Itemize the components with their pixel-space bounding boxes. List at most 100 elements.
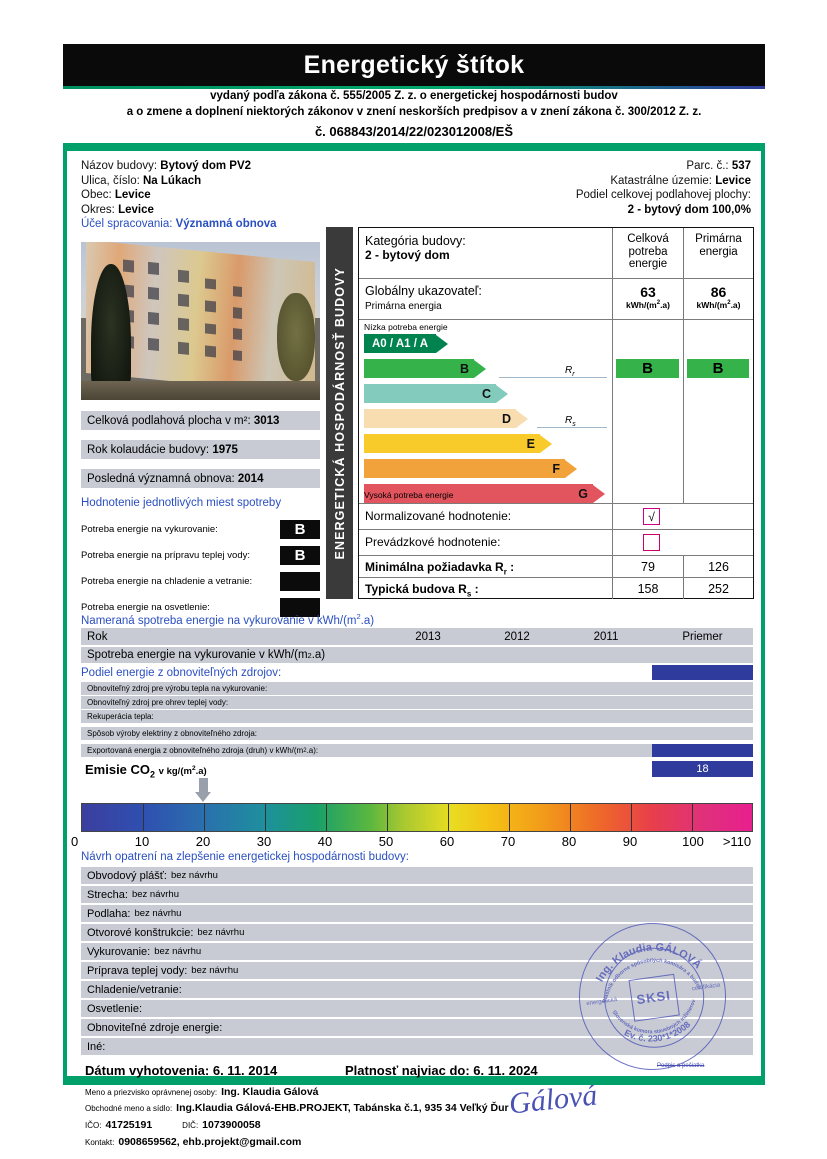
category-value: 2 - bytový dom	[365, 248, 450, 262]
certifier-dic-label: DIČ:	[182, 1121, 199, 1130]
energy-bar-c: C	[364, 384, 508, 403]
approval-year-row: Rok kolaudácie budovy: 1975	[81, 440, 320, 459]
renewable-row-recuperation: Rekuperácia tepla:	[81, 710, 753, 723]
scale-tick-100: 100	[682, 834, 704, 849]
measure-key-other: Iné:	[87, 1040, 106, 1053]
building-photo	[81, 242, 320, 400]
building-name-value: Bytový dom PV2	[160, 160, 252, 172]
scale-tick-110: >110	[722, 834, 752, 849]
measure-key-openings: Otvorové konštrukcie:	[87, 926, 194, 939]
street-row: Ulica, číslo: Na Lúkach	[81, 174, 381, 189]
renewable-row-electricity: Spôsob výroby elektriny z obnoviteľného …	[81, 727, 753, 740]
column-header-total: Celková potreba energie	[612, 228, 683, 278]
share-label-row: Podiel celkovej podlahovej plochy:	[411, 188, 751, 203]
approval-year-value: 1975	[212, 443, 238, 456]
energy-bar-label-e: E	[364, 434, 540, 453]
measure-row-other: Iné:	[81, 1038, 753, 1055]
column-header-primary: Primárna energia	[683, 228, 753, 278]
measure-row-roof: Strecha: bez návrhu	[81, 886, 753, 903]
share-value: 2 - bytový dom 100,0%	[627, 203, 751, 216]
min-requirement-primary: 126	[683, 556, 753, 577]
marker-rr: Rr	[565, 365, 575, 378]
scale-tick-50: 50	[378, 834, 394, 849]
global-indicator-cell: Globálny ukazovateľ: Primárna energia	[359, 279, 612, 319]
co2-value-cell: 18	[652, 761, 753, 777]
purpose-label: Účel spracovania:	[81, 218, 173, 231]
measure-value-openings: bez návrhu	[197, 927, 245, 938]
identity-right: Parc. č.: 537 Katastrálne územie: Levice…	[411, 159, 751, 217]
measure-key-envelope: Obvodový plášť:	[87, 869, 167, 882]
total-energy-unit: kWh/(m2.a)	[626, 300, 670, 310]
measure-key-heating: Vykurovanie:	[87, 945, 151, 958]
identity-block: Názov budovy: Bytový dom PV2 Ulica, čísl…	[81, 159, 753, 239]
certifier-ico-row: IČO: 41725191 DIČ: 1073900058	[85, 1119, 261, 1131]
marker-rs: Rs	[565, 415, 576, 428]
measure-value-hotwater: bez návrhu	[191, 965, 239, 976]
measured-year-2011: 2011	[563, 628, 649, 645]
stamp-curved-text: Ing. Klaudia GÁLOVÁ Vlastník odborne spô…	[590, 934, 705, 1048]
measure-row-floor: Podlaha: bez návrhu	[81, 905, 753, 922]
last-renovation-value: 2014	[237, 472, 264, 485]
measure-row-envelope: Obvodový plášť: bez návrhu	[81, 867, 753, 884]
certifier-company-value: Ing.Klaudia Gálová-EHB.PROJEKT, Tabánska…	[176, 1102, 509, 1114]
floor-area-row: Celková podlahová plocha v m²: 3013	[81, 411, 320, 430]
consumption-row-hotwater: Potreba energie na prípravu teplej vody:…	[81, 545, 320, 566]
vertical-title-band: ENERGETICKÁ HOSPODÁRNOSŤ BUDOVY	[326, 227, 353, 599]
signature-caption: Podpis a pečiatka	[657, 1063, 705, 1069]
total-energy-value: 63	[640, 284, 656, 300]
low-energy-text: Nízka potreba energie	[364, 322, 448, 332]
measure-row-hotwater: Príprava teplej vody: bez návrhu	[81, 962, 753, 979]
grade-badge-heating: B	[280, 520, 320, 539]
scale-tick-80: 80	[561, 834, 577, 849]
energy-bar-label-b: B	[364, 359, 474, 378]
share-value-row: 2 - bytový dom 100,0%	[411, 203, 751, 218]
last-renovation-label: Posledná významná obnova:	[87, 472, 235, 485]
measured-value-2012	[474, 647, 560, 663]
scale-tick-40: 40	[317, 834, 333, 849]
min-requirement-label: Minimálna požiadavka Rr :	[365, 560, 515, 577]
parcel-label: Parc. č.:	[686, 160, 729, 172]
certifier-person-label: Meno a priezvisko oprávnenej osoby:	[85, 1088, 218, 1097]
scale-tick-0: 0	[71, 834, 79, 849]
certifier-contact-label: Kontakt:	[85, 1138, 115, 1147]
measured-title: Nameraná spotreba energie na vykurovanie…	[81, 612, 375, 627]
renewable-share-cell	[652, 665, 753, 680]
certifier-person-row: Meno a priezvisko oprávnenej osoby: Ing.…	[85, 1086, 319, 1098]
page-title-banner: Energetický štítok	[63, 44, 765, 86]
vertical-title-text: ENERGETICKÁ HOSPODÁRNOSŤ BUDOVY	[332, 266, 347, 560]
primary-energy-unit: kWh/(m2.a)	[696, 300, 741, 310]
measure-value-floor: bez návrhu	[134, 908, 182, 919]
municipality-value: Levice	[114, 189, 151, 202]
cadastral-label: Katastrálne územie:	[610, 174, 712, 187]
consumption-label-hotwater: Potreba energie na prípravu teplej vody:	[81, 550, 250, 561]
energy-bar-e: E	[364, 434, 552, 453]
category-cell: Kategória budovy: 2 - bytový dom	[359, 228, 612, 278]
measure-value-roof: bez návrhu	[131, 889, 179, 900]
high-energy-text: Vysoká potreba energie	[364, 490, 454, 500]
co2-color-scale	[81, 803, 753, 832]
energy-bar-label-c: C	[364, 384, 496, 403]
primary-energy-value: 86	[710, 284, 727, 300]
approval-year-label: Rok kolaudácie budovy:	[87, 443, 210, 456]
measured-value-2013	[385, 647, 471, 663]
measure-value-envelope: bez návrhu	[170, 870, 218, 881]
consumption-label-heating: Potreba energie na vykurovanie:	[81, 524, 218, 535]
footer-rule	[63, 1080, 765, 1085]
scale-tick-20: 20	[195, 834, 211, 849]
issue-date: Dátum vyhotovenia: 6. 11. 2014	[85, 1063, 278, 1078]
street-value: Na Lúkach	[143, 174, 202, 187]
measure-key-renewables: Obnoviteľné zdroje energie:	[87, 1021, 223, 1034]
purpose-row: Účel spracovania: Významná obnova	[81, 217, 381, 232]
floor-area-label: Celková podlahová plocha v m²:	[87, 414, 251, 427]
energy-bar-label-f: F	[364, 459, 565, 478]
normalized-checkbox[interactable]: √	[643, 508, 660, 525]
certificate-number: č. 068843/2014/22/023012008/EŠ	[314, 124, 514, 139]
renewable-row-exported: Exportovaná energia z obnoviteľného zdro…	[81, 744, 753, 757]
last-renovation-row: Posledná významná obnova: 2014	[81, 469, 320, 488]
identity-left: Názov budovy: Bytový dom PV2 Ulica, čísl…	[81, 159, 381, 232]
scale-tick-10: 10	[134, 834, 150, 849]
operational-checkbox[interactable]	[643, 534, 660, 551]
co2-label-text: Emisie CO2	[85, 762, 156, 780]
share-label: Podiel celkovej podlahovej plochy:	[575, 189, 751, 202]
